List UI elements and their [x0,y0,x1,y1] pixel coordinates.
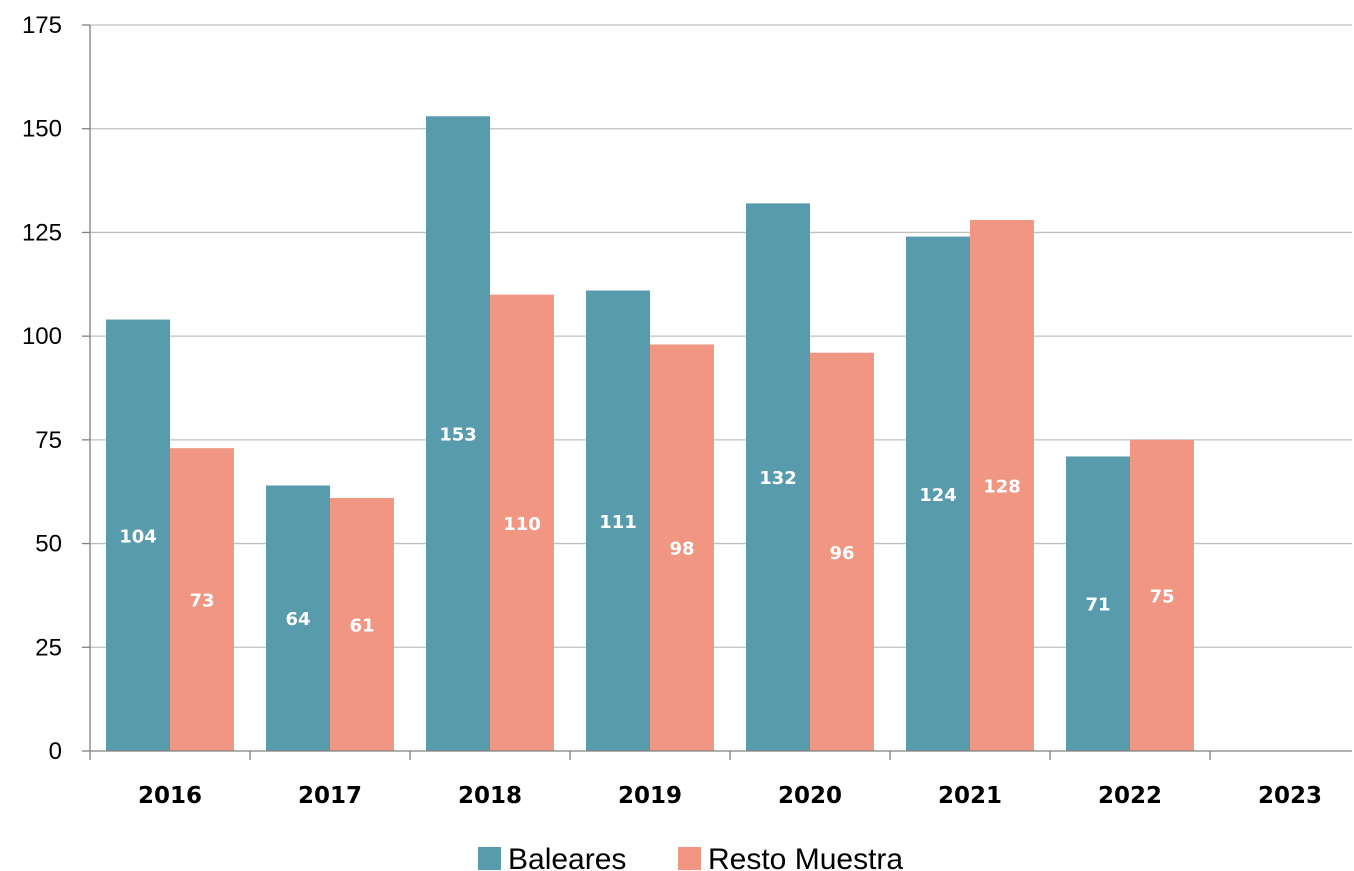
y-tick-label: 150 [22,116,62,143]
data-labels: 104 73 64 61 153 110 111 98 132 96 124 128 71 75 [119,425,1174,637]
y-axis-tick-labels: 0 25 50 75 100 125 150 175 [22,12,62,765]
legend-swatch-resto-muestra [678,847,701,870]
y-tick-label: 25 [35,634,62,661]
data-label: 64 [285,609,310,630]
x-axis-tick-labels: 2016 2017 2018 2019 2020 2021 2022 2023 [138,783,1322,809]
axes [82,24,1352,760]
data-label: 104 [119,526,157,547]
data-label: 98 [669,539,694,560]
x-tick-label: 2018 [458,783,522,809]
bar-baleares [426,116,490,752]
data-label: 73 [189,591,214,612]
data-label: 111 [599,512,637,533]
x-tick-label: 2020 [778,783,842,809]
bar-baleares [1066,456,1130,751]
y-tick-label: 0 [49,738,62,765]
bar-resto-muestra [650,344,714,751]
bars [106,116,1194,752]
data-label: 71 [1085,595,1110,616]
x-tick-label: 2022 [1098,783,1162,809]
y-tick-label: 175 [22,12,62,39]
legend-label-baleares: Baleares [508,843,626,871]
bar-resto-muestra [330,497,394,751]
bar-resto-muestra [490,294,554,751]
y-tick-label: 75 [35,427,62,454]
bar-resto-muestra [970,219,1034,752]
data-label: 153 [439,425,477,446]
bar-resto-muestra [810,352,874,751]
legend-label-resto-muestra: Resto Muestra [708,843,903,871]
y-tick-label: 125 [22,219,62,246]
legend: Baleares Resto Muestra [478,843,903,871]
bar-baleares [266,485,330,751]
legend-swatch-baleares [478,847,501,870]
x-tick-label: 2023 [1258,783,1322,809]
data-label: 96 [829,543,854,564]
bar-baleares [746,203,810,752]
y-tick-label: 50 [35,531,62,558]
bar-resto-muestra [170,448,234,751]
bar-baleares [906,236,970,751]
data-label: 75 [1149,586,1174,607]
x-tick-label: 2019 [618,783,682,809]
x-tick-label: 2021 [938,783,1002,809]
bar-baleares [106,319,170,751]
data-label: 128 [983,476,1021,497]
bar-baleares [586,290,650,751]
data-label: 110 [503,514,541,535]
bar-resto-muestra [1130,439,1194,751]
x-tick-label: 2016 [138,783,202,809]
data-label: 61 [349,615,374,636]
y-tick-label: 100 [22,323,62,350]
data-label: 124 [919,485,957,506]
data-label: 132 [759,468,797,489]
x-tick-label: 2017 [298,783,362,809]
